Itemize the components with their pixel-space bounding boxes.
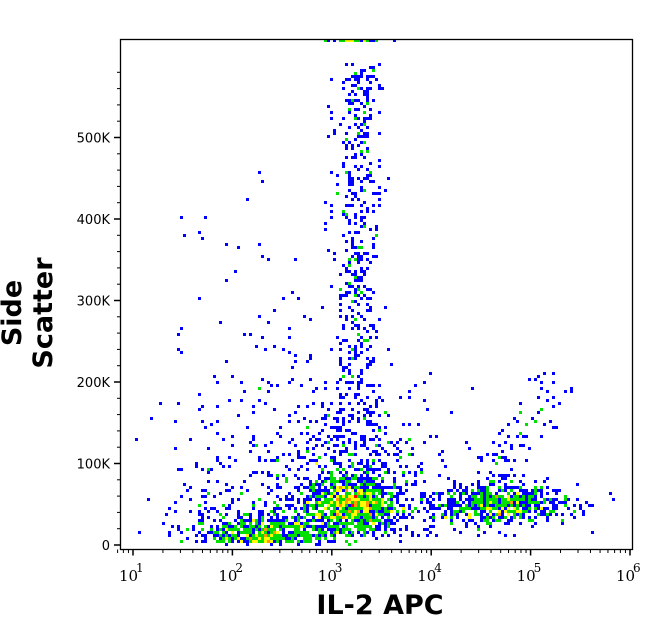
y-axis: 0 100K 200K 300K 400K 500K: [77, 71, 121, 554]
y-tick-label: 0: [102, 539, 110, 554]
x-tick-label: 106: [616, 561, 641, 585]
svg-text:10: 10: [417, 567, 436, 585]
svg-text:2: 2: [235, 561, 243, 575]
svg-text:3: 3: [335, 561, 343, 575]
svg-text:10: 10: [616, 567, 635, 585]
y-tick-label: 500K: [77, 132, 111, 147]
y-tick-label: 400K: [77, 213, 111, 228]
y-tick-label: 100K: [77, 458, 111, 473]
svg-text:4: 4: [434, 561, 442, 575]
svg-text:10: 10: [119, 567, 138, 585]
y-tick-label: 300K: [77, 295, 111, 310]
y-axis-title: Side Scatter: [0, 257, 59, 369]
x-tick-label: 104: [417, 561, 442, 585]
svg-text:1: 1: [136, 561, 144, 575]
y-tick-label: 200K: [77, 376, 111, 391]
svg-text:5: 5: [534, 561, 542, 575]
plot-frame: [119, 38, 634, 551]
x-axis-title: IL-2 APC: [316, 590, 444, 621]
x-tick-label: 103: [318, 561, 343, 585]
svg-text:10: 10: [318, 567, 337, 585]
svg-text:6: 6: [633, 561, 641, 575]
x-tick-label: 101: [119, 561, 144, 585]
x-tick-label: 102: [218, 561, 243, 585]
x-axis: 101 102 103 104 105 106: [117, 549, 641, 585]
data-points: [135, 39, 615, 546]
svg-text:10: 10: [517, 567, 536, 585]
svg-text:10: 10: [218, 567, 237, 585]
x-tick-label: 105: [517, 561, 542, 585]
